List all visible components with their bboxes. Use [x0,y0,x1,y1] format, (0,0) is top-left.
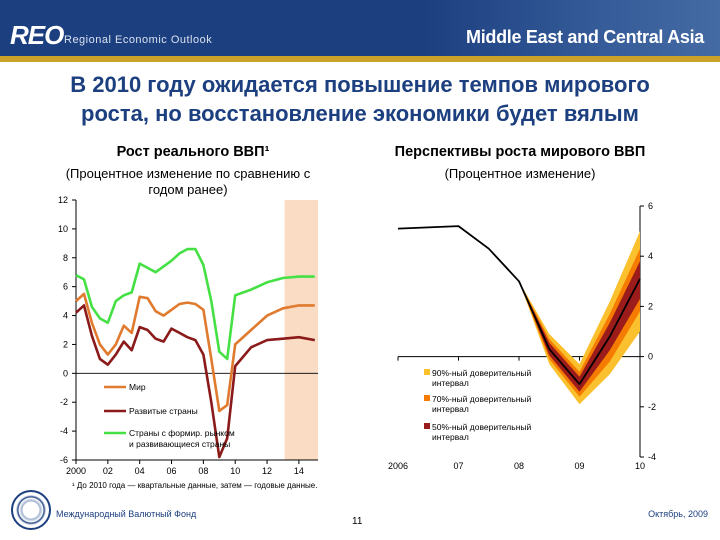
confidence-band [519,248,640,397]
left-y-tick-label: -6 [60,455,68,465]
left-x-tick-label: 10 [230,466,240,476]
header-banner: REO Regional Economic Outlook Middle Eas… [0,0,720,62]
slide-title-line1: В 2010 году ожидается повышение темпов м… [70,72,650,97]
page-number: 11 [352,516,363,527]
right-y-tick-label: -4 [648,452,656,462]
right-legend-label: интервал [432,432,469,442]
slide-title-line2: роста, но восстановление экономики будет… [81,101,639,126]
right-legend-label: интервал [432,404,469,414]
right-legend-swatch [424,423,430,429]
left-y-tick-label: 6 [63,282,68,292]
reo-logo: REO [10,20,64,50]
left-legend-label: Развитые страны [129,406,198,416]
right-legend-label: 90%-ный доверительный [432,368,532,378]
right-legend-label: интервал [432,378,469,388]
right-y-tick-label: 6 [648,201,653,211]
left-chart-subtitle-line2: годом ранее) [148,182,228,197]
left-series-line [75,247,315,361]
left-x-tick-label: 08 [198,466,208,476]
left-y-tick-label: 0 [63,368,68,378]
left-x-tick-label: 06 [167,466,177,476]
left-y-tick-label: 4 [63,311,68,321]
left-y-tick-label: 8 [63,253,68,263]
left-series-line [75,292,315,413]
slide-date: Октябрь, 2009 [648,509,708,519]
left-series-line [75,304,316,459]
right-y-tick-label: -2 [648,402,656,412]
imf-name: Международный Валютный Фонд [56,509,197,519]
right-y-tick-label: 0 [648,352,653,362]
right-chart-subtitle: (Процентное изменение) [444,166,596,181]
right-x-tick-label: 10 [635,461,645,471]
slide-title: В 2010 году ожидается повышение темпов м… [0,70,720,128]
right-legend-label: 50%-ный доверительный [432,422,532,432]
imf-seal-icon [11,490,51,530]
right-legend-label: 70%-ный доверительный [432,394,532,404]
left-y-tick-label: -2 [60,397,68,407]
left-y-tick-label: 10 [58,224,68,234]
right-x-tick-label: 07 [453,461,463,471]
right-y-tick-label: 2 [648,301,653,311]
region-title: Middle East and Central Asia [466,27,704,47]
projection-shade [284,200,318,460]
right-legend-swatch [424,369,430,375]
reo-subtitle: Regional Economic Outlook [64,34,213,46]
left-y-tick-label: 12 [58,195,68,205]
footnote: ¹ До 2010 года — квартальные данные, зат… [72,481,318,490]
left-chart-title: Рост реального ВВП¹ [116,144,270,160]
left-x-tick-label: 14 [294,466,304,476]
left-x-tick-label: 02 [103,466,113,476]
central-forecast-line [397,225,641,386]
left-chart-subtitle: (Процентное изменение по сравнению с год… [20,166,356,198]
left-x-tick-label: 12 [262,466,272,476]
left-y-tick-label: 2 [63,339,68,349]
right-x-tick-label: 09 [574,461,584,471]
right-chart-title: Перспективы роста мирового ВВП [394,144,646,160]
left-legend-label: Мир [129,382,146,392]
right-y-tick-label: 4 [648,251,653,261]
left-legend-label: Страны с формир. рынком [129,428,235,438]
left-x-tick-label: 04 [135,466,145,476]
left-legend-label: и развивающиеся страны [129,439,230,449]
right-legend-swatch [424,395,430,401]
left-y-tick-label: -4 [60,426,68,436]
right-x-tick-label: 2006 [388,461,408,471]
right-x-tick-label: 08 [514,461,524,471]
left-x-tick-label: 2000 [66,466,86,476]
left-chart-subtitle-line1: (Процентное изменение по сравнению с [65,166,311,181]
